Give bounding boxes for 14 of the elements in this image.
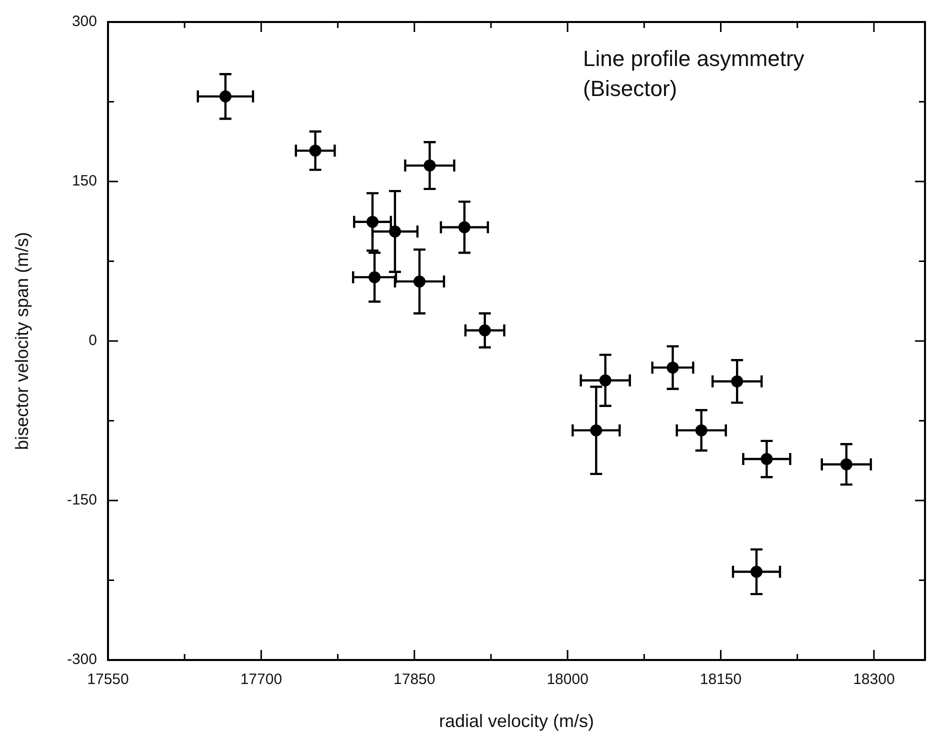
y-tick-label: -300 [66,651,97,668]
y-tick-label: 0 [88,332,97,350]
x-tick-label: 18300 [853,671,895,688]
y-tick-label: 300 [72,13,97,30]
x-tick-label: 17700 [240,671,282,688]
y-axis-title: bisector velocity span (m/s) [12,232,32,450]
x-tick-label: 18000 [546,671,588,688]
x-tick-label: 18150 [700,671,742,688]
y-tick-label: 150 [72,172,97,190]
y-tick-label: -150 [66,492,97,509]
x-tick-label: 17550 [87,671,129,688]
x-axis-title: radial velocity (m/s) [438,711,594,732]
annotation: Line profile asymmetry (Bisector) [583,45,806,103]
x-tick-label: 17850 [394,671,436,688]
